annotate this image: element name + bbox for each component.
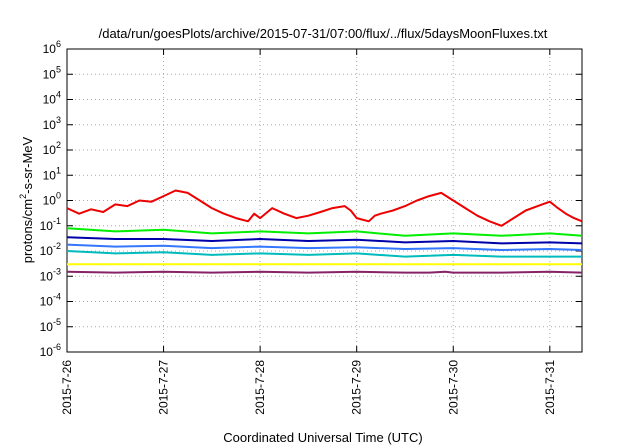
grid-lines [67, 49, 582, 352]
y-tick-label: 102 [43, 140, 61, 157]
x-tick-label: 2015-7-26 [60, 360, 74, 415]
y-tick-label: 103 [43, 115, 61, 132]
x-tick-label: 2015-7-27 [157, 360, 171, 415]
y-tick-label: 10-3 [40, 266, 61, 283]
y-tick-label: 10-2 [40, 241, 61, 258]
x-tick-label: 2015-7-31 [543, 360, 557, 415]
y-tick-label: 101 [43, 165, 61, 182]
y-tick-label: 10-4 [40, 292, 61, 309]
y-tick-label: 10-1 [40, 216, 61, 233]
series-line [66, 189, 583, 227]
x-axis-ticks: 2015-7-26 2015-7-27 2015-7-28 2015-7-29 2015… [60, 49, 557, 415]
series-line [66, 236, 583, 245]
y-tick-label: 104 [43, 90, 61, 107]
x-tick-label: 2015-7-29 [350, 360, 364, 415]
x-axis-label: Coordinated Universal Time (UTC) [223, 430, 422, 445]
x-tick-label: 2015-7-28 [253, 360, 267, 415]
data-series [66, 189, 583, 274]
series-line [66, 243, 583, 251]
y-axis-label-suffix: -s-sr-MeV [20, 136, 35, 193]
y-axis-ticks: 10-6 10-5 10-4 10-3 10-2 10-1 100 101 102 103 104 1… [40, 39, 582, 359]
y-tick-label: 100 [43, 191, 61, 208]
series-line [66, 270, 583, 274]
series-line [66, 227, 583, 237]
y-tick-label: 105 [43, 64, 61, 81]
y-axis-label-superscript: 2 [18, 194, 28, 199]
x-tick-label: 2015-7-30 [446, 360, 460, 415]
series-line [66, 250, 582, 258]
y-axis-label: protons/cm2-s-sr-MeV [18, 136, 35, 263]
y-tick-label: 106 [43, 39, 61, 56]
chart-title: /data/run/goesPlots/archive/2015-07-31/0… [99, 26, 548, 41]
y-tick-label: 10-6 [40, 342, 61, 359]
y-tick-label: 10-5 [40, 317, 61, 334]
y-axis-label-prefix: protons/cm [20, 199, 35, 263]
